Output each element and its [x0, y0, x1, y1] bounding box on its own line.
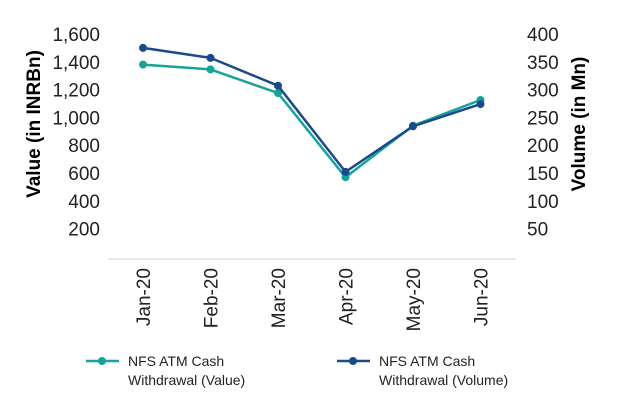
x-tick-label: Feb-20	[202, 268, 223, 328]
right-tick-label: 100	[527, 192, 559, 213]
x-tick-label: Jan-20	[134, 268, 155, 326]
left-axis-ticks: 1,600 1,400 1,200 1,000 800 600 400 200	[52, 25, 100, 241]
left-tick-label: 1,200	[52, 81, 100, 102]
right-axis-ticks: 400 350 300 250 200 150 100 50	[527, 25, 559, 241]
right-tick-label: 150	[527, 164, 559, 185]
legend-swatch-point	[98, 357, 106, 365]
right-tick-label: 400	[527, 25, 559, 46]
left-tick-label: 200	[68, 220, 100, 241]
left-tick-label: 800	[68, 136, 100, 157]
series-point	[206, 53, 215, 62]
series-point	[409, 122, 417, 131]
left-axis-title: Value (in INRBn)	[24, 50, 45, 198]
right-axis-title: Volume (in Mn)	[569, 57, 590, 192]
x-tick-label: May-20	[404, 268, 425, 331]
series-point	[139, 43, 147, 52]
series-point	[274, 89, 282, 98]
legend-label: NFS ATM Cash	[128, 353, 224, 369]
legend-label: NFS ATM Cash	[379, 353, 475, 369]
left-tick-label: 1,000	[52, 108, 100, 129]
left-tick-label: 400	[68, 192, 100, 213]
right-tick-label: 300	[527, 81, 559, 102]
left-tick-label: 600	[68, 164, 100, 185]
series-point	[341, 167, 350, 176]
x-tick-label: Jun-20	[472, 268, 493, 326]
right-tick-label: 200	[527, 136, 559, 157]
series-point	[139, 60, 147, 69]
x-tick-label: Mar-20	[269, 268, 290, 328]
series-point	[206, 65, 215, 74]
right-tick-label: 250	[527, 108, 559, 129]
legend-swatch-point	[349, 357, 357, 365]
right-tick-label: 50	[527, 220, 548, 241]
series-layer	[139, 43, 485, 182]
x-tick-label: Apr-20	[337, 268, 358, 325]
left-tick-label: 1,400	[52, 53, 100, 74]
left-tick-label: 1,600	[52, 25, 100, 46]
legend: NFS ATM Cash Withdrawal (Value) NFS ATM Ca…	[86, 353, 508, 388]
x-axis-ticks: Jan-20 Feb-20 Mar-20 Apr-20 May-20 Jun-20	[134, 268, 493, 331]
right-tick-label: 350	[527, 53, 559, 74]
legend-label: Withdrawal (Volume)	[379, 372, 508, 388]
legend-label: Withdrawal (Value)	[128, 372, 245, 388]
series-point	[476, 100, 485, 109]
series-point	[274, 81, 282, 90]
series-line	[142, 46, 481, 174]
